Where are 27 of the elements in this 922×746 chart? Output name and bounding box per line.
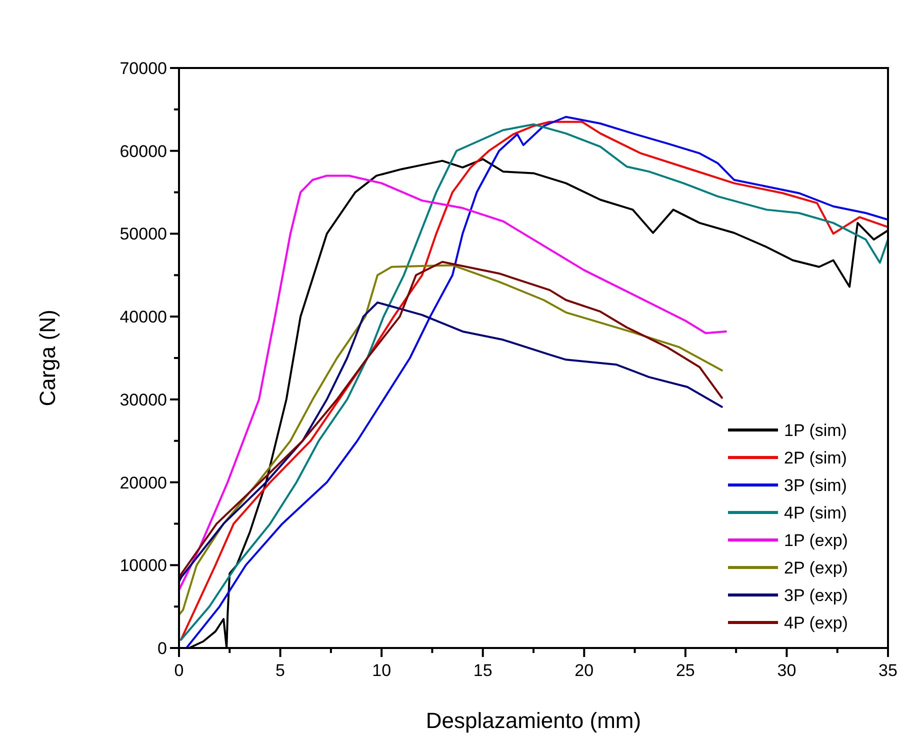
y-axis-title: Carga (N) (35, 310, 60, 406)
legend-label: 4P (exp) (784, 614, 848, 632)
legend-label: 2P (exp) (784, 558, 848, 578)
x-tick-label: 35 (878, 661, 898, 680)
x-tick-label: 5 (276, 661, 286, 680)
y-tick-label: 50000 (120, 224, 167, 244)
legend-label: 2P (sim) (784, 448, 847, 468)
y-tick-label: 20000 (120, 473, 167, 492)
x-tick-label: 25 (676, 661, 695, 680)
legend-label: 4P (sim) (784, 504, 847, 522)
legend-label: 1P (sim) (784, 421, 847, 440)
x-tick-label: 20 (574, 661, 594, 680)
x-tick-label: 15 (473, 661, 492, 680)
line-series (179, 174, 727, 591)
y-tick-label: 70000 (120, 59, 167, 78)
x-tick-label: 10 (372, 661, 392, 680)
x-tick-label: 0 (174, 661, 184, 680)
x-axis-title: Desplazamiento (mm) (426, 708, 642, 733)
legend-label: 3P (exp) (784, 586, 848, 605)
y-tick-label: 60000 (120, 142, 167, 161)
x-tick-label: 30 (777, 661, 796, 680)
legend-label: 1P (exp) (784, 531, 848, 550)
legend-label: 3P (sim) (784, 476, 847, 495)
y-tick-label: 10000 (120, 556, 167, 576)
y-tick-label: 0 (158, 639, 167, 658)
y-tick-label: 30000 (120, 390, 167, 410)
y-tick-label: 40000 (120, 308, 167, 327)
